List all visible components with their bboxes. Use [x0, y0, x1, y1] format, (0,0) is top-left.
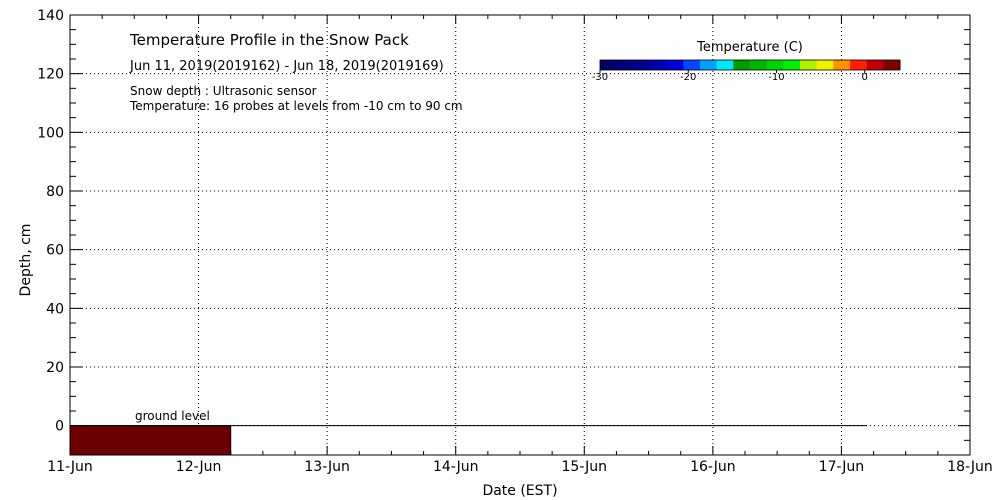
- colorbar-swatch: [733, 60, 751, 70]
- chart-subtitle: Jun 11, 2019(2019162) - Jun 18, 2019(201…: [129, 59, 444, 74]
- colorbar-tick-label: 0: [862, 72, 868, 83]
- colorbar-swatch: [883, 60, 901, 70]
- colorbar-swatch: [650, 60, 668, 70]
- chart-title: Temperature Profile in the Snow Pack: [129, 31, 409, 49]
- colorbar-swatch: [850, 60, 868, 70]
- x-tick-label: 11-Jun: [47, 459, 93, 475]
- y-tick-label: 0: [55, 419, 64, 435]
- y-tick-label: 120: [37, 67, 64, 83]
- colorbar-swatch: [600, 60, 618, 70]
- x-tick-label: 15-Jun: [562, 459, 608, 475]
- colorbar-swatch: [716, 60, 734, 70]
- y-tick-label: 100: [37, 125, 64, 141]
- colorbar-swatch: [683, 60, 701, 70]
- data-layer: [69, 425, 868, 456]
- colorbar-swatch: [783, 60, 801, 70]
- x-tick-label: 13-Jun: [304, 459, 350, 475]
- colorbar-swatch: [700, 60, 718, 70]
- colorbar-swatch: [666, 60, 684, 70]
- y-tick-label: 80: [46, 184, 64, 200]
- x-axis-label: Date (EST): [482, 483, 557, 499]
- axis-ticks: [69, 14, 971, 456]
- y-tick-label: 60: [46, 243, 64, 259]
- colorbar-swatch: [766, 60, 784, 70]
- colorbar-tick-label: -10: [768, 72, 784, 83]
- y-tick-label: 20: [46, 360, 64, 376]
- x-tick-label: 17-Jun: [819, 459, 865, 475]
- y-tick-label: 40: [46, 301, 64, 317]
- colorbar-swatch: [833, 60, 851, 70]
- ground-level-label: ground level: [135, 409, 210, 423]
- x-tick-label: 16-Jun: [690, 459, 736, 475]
- x-tick-label: 18-Jun: [947, 459, 993, 475]
- colorbar-frame: [599, 59, 901, 71]
- x-tick-labels: 11-Jun 12-Jun 13-Jun 14-Jun 15-Jun 16-Jun 17-J…: [47, 459, 993, 475]
- colorbar-swatch: [750, 60, 768, 70]
- temperature-cell: [69, 425, 232, 456]
- colorbar-swatch: [616, 60, 634, 70]
- note-temperature: Temperature: 16 probes at levels from -1…: [129, 99, 463, 113]
- colorbar-tick-label: -30: [592, 72, 608, 83]
- plot-area: [69, 14, 971, 456]
- colorbar-title: Temperature (C): [696, 40, 803, 55]
- grid: [70, 15, 970, 455]
- y-tick-labels: 0 20 40 60 80 100 120 140: [37, 8, 64, 435]
- x-tick-label: 12-Jun: [176, 459, 222, 475]
- x-tick-label: 14-Jun: [433, 459, 479, 475]
- colorbar-swatch: [866, 60, 884, 70]
- colorbar-tick-label: -20: [680, 72, 696, 83]
- colorbar-swatch: [800, 60, 818, 70]
- y-tick-label: 140: [37, 8, 64, 24]
- colorbar-swatch: [633, 60, 651, 70]
- colorbar: -30 -20 -10 0: [592, 59, 901, 83]
- note-snow-depth: Snow depth : Ultrasonic sensor: [130, 84, 317, 98]
- colorbar-swatch: [816, 60, 834, 70]
- y-axis-label: Depth, cm: [18, 224, 34, 297]
